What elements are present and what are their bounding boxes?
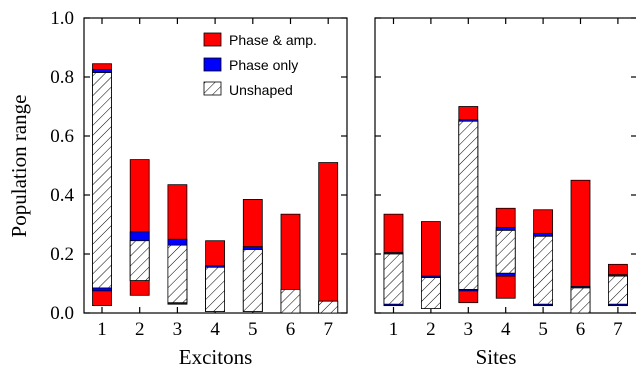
- right-x-tick-label: 5: [538, 319, 548, 340]
- chart-marks: 0.0 0.2 0.4 0.6 0.8 1.0 1 2 3 4 5 6 7 1 2 3 4 5 6 7: [50, 8, 636, 340]
- right-x-tick-label: 4: [501, 319, 511, 340]
- legend: Phase & amp. Phase only Unshaped: [203, 32, 317, 98]
- right-bar-unshaped: [383, 253, 404, 305]
- left-bar-unshaped: [205, 266, 226, 312]
- left-x-tick-label: 3: [173, 319, 183, 340]
- left-bar-unshaped: [167, 244, 188, 304]
- legend-label-phase-only: Phase only: [229, 57, 298, 73]
- left-bar-unshaped: [318, 300, 339, 314]
- right-bar-unshaped: [608, 275, 628, 305]
- y-tick-label: 0.2: [50, 244, 74, 265]
- right-bar-unshaped: [495, 229, 516, 274]
- left-x-tick-label: 4: [210, 319, 220, 340]
- right-bar-unshaped: [420, 277, 441, 309]
- left-bar-unshaped: [129, 240, 150, 281]
- left-x-tick-label: 5: [248, 319, 258, 340]
- right-x-tick-label: 7: [613, 319, 623, 340]
- legend-label-phase-amp: Phase & amp.: [229, 32, 317, 48]
- right-x-tick-label: 6: [576, 319, 586, 340]
- left-x-axis-title: Excitons: [179, 345, 253, 369]
- right-x-tick-label: 3: [464, 319, 474, 340]
- right-bar-unshaped: [533, 235, 553, 305]
- left-bar-unshaped: [280, 288, 301, 314]
- y-tick-label: 0.8: [50, 67, 74, 88]
- left-x-tick-label: 7: [323, 319, 333, 340]
- left-bar-unshaped: [242, 249, 263, 312]
- y-axis-title: Population range: [7, 95, 31, 238]
- right-bar-unshaped: [570, 287, 591, 314]
- y-tick-label: 1.0: [50, 8, 74, 29]
- legend-swatch-phase-only: [203, 57, 222, 72]
- right-bar-unshaped: [458, 120, 479, 290]
- legend-swatch-phase-amp: [203, 32, 222, 47]
- right-x-tick-label: 2: [426, 319, 436, 340]
- left-bar-unshaped: [92, 72, 112, 289]
- y-tick-label: 0.0: [50, 303, 74, 324]
- left-x-tick-label: 2: [135, 319, 145, 340]
- left-x-tick-label: 6: [286, 319, 296, 340]
- left-x-tick-label: 1: [97, 319, 107, 340]
- y-tick-label: 0.6: [50, 126, 74, 147]
- left-bar-phase-amp: [318, 162, 339, 314]
- legend-swatch-unshaped: [203, 81, 222, 96]
- right-x-axis-title: Sites: [476, 345, 517, 369]
- right-x-tick-label: 1: [389, 319, 399, 340]
- y-tick-label: 0.4: [50, 185, 74, 206]
- legend-label-unshaped: Unshaped: [229, 82, 293, 98]
